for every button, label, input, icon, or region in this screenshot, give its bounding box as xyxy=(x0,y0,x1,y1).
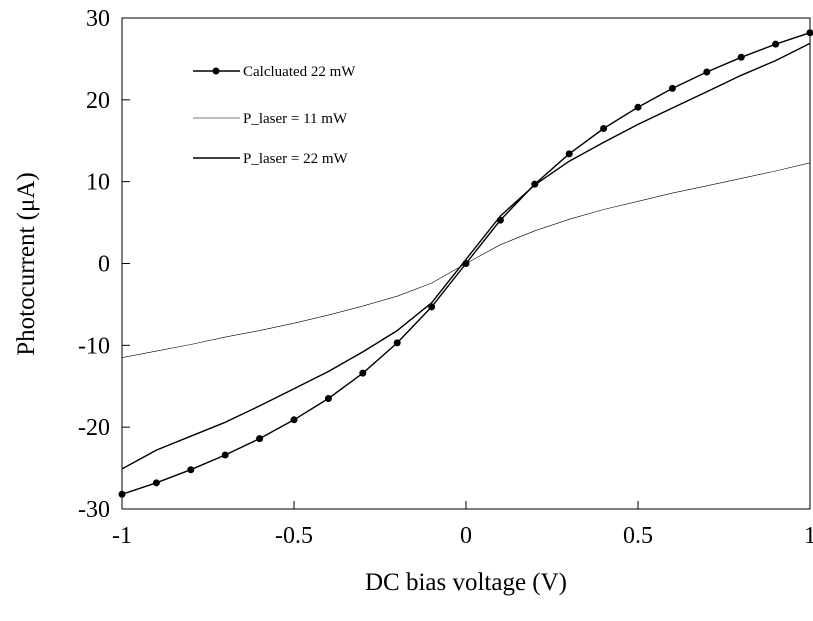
legend-marker xyxy=(213,68,220,75)
x-tick-label: 0.5 xyxy=(623,523,653,549)
data-point xyxy=(738,54,745,61)
y-tick-label: 0 xyxy=(98,252,110,278)
legend-label: P_laser = 22 mW xyxy=(243,151,349,167)
data-point xyxy=(566,150,573,157)
y-tick-label: -30 xyxy=(78,497,110,523)
y-tick-label: -10 xyxy=(78,333,110,359)
y-tick-label: 10 xyxy=(86,170,110,196)
data-point xyxy=(635,104,642,111)
data-point xyxy=(669,85,676,92)
data-point xyxy=(703,69,710,76)
legend-label: Calcluated 22 mW xyxy=(243,64,356,80)
y-tick-label: 20 xyxy=(86,88,110,114)
data-point xyxy=(325,395,332,402)
data-point xyxy=(187,466,194,473)
data-point xyxy=(222,451,229,458)
y-tick-label: 30 xyxy=(86,6,110,32)
y-axis-label: Photocurrent (μA) xyxy=(13,172,40,356)
x-tick-label: 1 xyxy=(804,523,813,549)
x-axis-label: DC bias voltage (V) xyxy=(365,569,567,596)
x-tick-label: 0 xyxy=(460,523,472,549)
x-tick-label: -1 xyxy=(112,523,132,549)
data-point xyxy=(153,479,160,486)
data-point xyxy=(394,339,401,346)
x-tick-label: -0.5 xyxy=(275,523,313,549)
data-point xyxy=(600,125,607,132)
legend-label: P_laser = 11 mW xyxy=(243,111,348,127)
data-point xyxy=(359,370,366,377)
data-point xyxy=(291,416,298,423)
data-point xyxy=(256,435,263,442)
y-tick-label: -20 xyxy=(78,415,110,441)
data-point xyxy=(772,41,779,48)
